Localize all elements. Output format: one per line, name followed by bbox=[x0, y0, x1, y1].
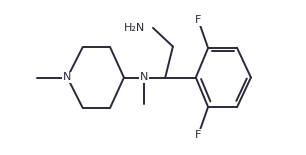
Text: F: F bbox=[195, 130, 201, 140]
Text: F: F bbox=[195, 15, 201, 25]
Text: H₂N: H₂N bbox=[124, 23, 145, 33]
Text: N: N bbox=[140, 73, 148, 82]
Text: N: N bbox=[63, 73, 72, 82]
